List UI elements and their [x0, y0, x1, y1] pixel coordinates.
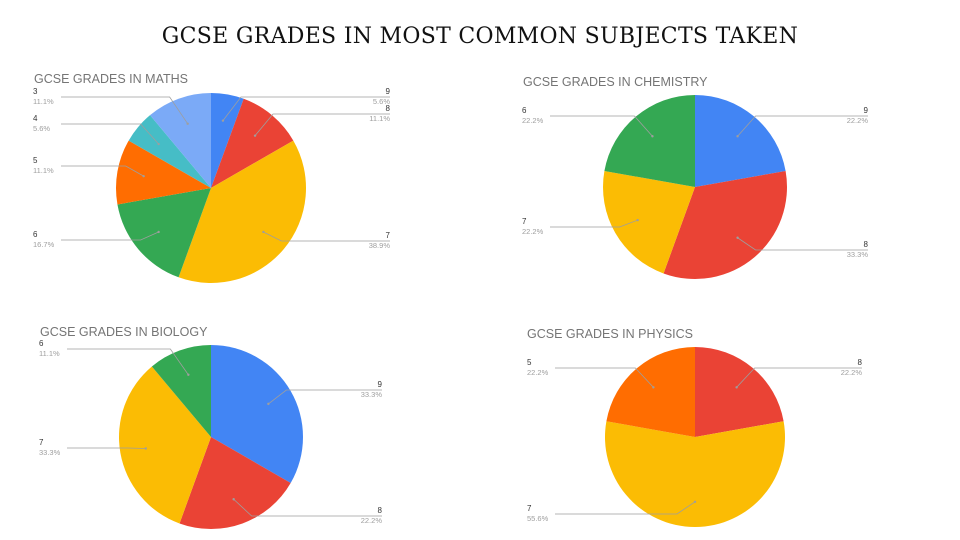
- slice-percent-biology-grade-6: 11.1%: [39, 349, 60, 358]
- leader-dot-maths-grade-8: [253, 134, 257, 137]
- leader-line-biology-grade-8: [233, 498, 382, 517]
- slice-label-chemistry-grade-7: 7: [522, 217, 527, 226]
- slice-label-biology-grade-9: 9: [378, 380, 383, 389]
- chart-title-maths: GCSE GRADES IN MATHS: [34, 72, 188, 86]
- leader-dot-biology-grade-9: [267, 402, 270, 406]
- slice-label-maths-grade-3: 3: [33, 87, 38, 96]
- leader-line-maths-grade-7: [263, 231, 390, 242]
- leader-line-biology-grade-6: [67, 348, 189, 375]
- leader-line-chemistry-grade-6: [550, 115, 653, 137]
- pie-slice-physics-grade-5: [606, 347, 695, 437]
- leader-dot-chemistry-grade-6: [651, 135, 654, 138]
- leader-line-maths-grade-8: [254, 113, 390, 136]
- pie-slice-chemistry-grade-8: [663, 171, 787, 279]
- leader-dot-biology-grade-8: [232, 498, 235, 501]
- pie-chart-maths: 95.6%811.1%738.9%616.7%511.1%45.6%311.1%: [33, 87, 391, 283]
- leader-dot-maths-grade-3: [186, 122, 189, 125]
- chart-title-chemistry: GCSE GRADES IN CHEMISTRY: [523, 75, 708, 89]
- slice-label-chemistry-grade-8: 8: [864, 240, 869, 249]
- leader-line-biology-grade-9: [268, 389, 382, 405]
- leader-line-maths-grade-6: [61, 231, 159, 241]
- pie-slice-maths-grade-6: [117, 188, 211, 278]
- slice-label-chemistry-grade-6: 6: [522, 106, 527, 115]
- pie-slice-maths-grade-8: [211, 98, 294, 188]
- pie-slice-biology-grade-9: [211, 345, 303, 483]
- pie-slice-maths-grade-9: [211, 93, 244, 188]
- slice-label-chemistry-grade-9: 9: [864, 106, 869, 115]
- pie-chart-biology: 933.3%822.2%733.3%611.1%: [39, 339, 383, 529]
- pie-slice-maths-grade-5: [115, 140, 211, 205]
- pie-slice-chemistry-grade-9: [695, 95, 786, 187]
- slice-percent-chemistry-grade-8: 33.3%: [847, 250, 869, 259]
- leader-dot-physics-grade-8: [735, 386, 738, 389]
- slice-percent-maths-grade-5: 11.1%: [33, 166, 54, 175]
- slice-percent-chemistry-grade-7: 22.2%: [522, 227, 544, 236]
- pie-slice-maths-grade-7: [178, 140, 306, 283]
- leader-line-physics-grade-7: [555, 501, 696, 515]
- pie-slice-biology-grade-6: [151, 345, 211, 437]
- pie-slice-biology-grade-8: [179, 437, 291, 529]
- leader-dot-maths-grade-9: [221, 119, 225, 122]
- chart-title-physics: GCSE GRADES IN PHYSICS: [527, 327, 694, 341]
- slice-percent-maths-grade-8: 11.1%: [369, 114, 390, 123]
- slice-label-maths-grade-8: 8: [386, 104, 391, 113]
- slice-percent-maths-grade-6: 16.7%: [33, 240, 55, 249]
- leader-dot-chemistry-grade-7: [636, 218, 639, 222]
- leader-dot-maths-grade-4: [157, 142, 160, 146]
- slice-label-maths-grade-9: 9: [386, 87, 391, 96]
- leader-line-maths-grade-3: [61, 96, 188, 124]
- slice-label-biology-grade-6: 6: [39, 339, 44, 348]
- slice-label-physics-grade-7: 7: [527, 504, 532, 513]
- leader-line-chemistry-grade-9: [737, 115, 868, 137]
- leader-line-maths-grade-4: [61, 123, 159, 145]
- chart-title-biology: GCSE GRADES IN BIOLOGY: [40, 325, 208, 339]
- pie-slice-physics-grade-7: [605, 421, 785, 527]
- leader-line-physics-grade-5: [555, 367, 654, 388]
- slice-percent-physics-grade-5: 22.2%: [527, 368, 549, 377]
- leader-dot-physics-grade-5: [652, 386, 655, 389]
- slice-percent-physics-grade-7: 55.6%: [527, 514, 549, 523]
- slice-label-maths-grade-4: 4: [33, 114, 38, 123]
- leader-dot-maths-grade-5: [142, 174, 145, 178]
- slice-percent-chemistry-grade-6: 22.2%: [522, 116, 544, 125]
- pie-chart-physics: 822.2%755.6%522.2%: [527, 347, 863, 527]
- leader-line-maths-grade-9: [222, 96, 390, 121]
- leader-dot-chemistry-grade-9: [736, 135, 739, 138]
- slice-label-physics-grade-8: 8: [858, 358, 863, 367]
- leader-line-chemistry-grade-7: [550, 219, 638, 228]
- slice-label-biology-grade-8: 8: [378, 506, 383, 515]
- slice-label-maths-grade-6: 6: [33, 230, 38, 239]
- slice-percent-biology-grade-9: 33.3%: [361, 390, 383, 399]
- leader-dot-biology-grade-7: [144, 447, 147, 450]
- leader-line-maths-grade-5: [61, 165, 144, 177]
- pie-slice-maths-grade-3: [150, 93, 211, 188]
- leader-dot-biology-grade-6: [187, 373, 190, 376]
- pie-slice-physics-grade-8: [695, 347, 784, 437]
- slice-percent-physics-grade-8: 22.2%: [841, 368, 863, 377]
- slice-percent-maths-grade-9: 5.6%: [373, 97, 390, 106]
- slice-percent-maths-grade-7: 38.9%: [369, 241, 391, 250]
- leader-dot-maths-grade-7: [262, 230, 265, 234]
- slide-title: GCSE GRADES IN MOST COMMON SUBJECTS TAKE…: [161, 24, 799, 49]
- slice-label-maths-grade-5: 5: [33, 156, 38, 165]
- slice-percent-maths-grade-3: 11.1%: [33, 97, 54, 106]
- leader-dot-maths-grade-6: [157, 230, 160, 234]
- slice-percent-biology-grade-7: 33.3%: [39, 448, 61, 457]
- pie-slice-chemistry-grade-7: [603, 171, 695, 274]
- leader-line-physics-grade-8: [736, 367, 862, 388]
- slice-percent-biology-grade-8: 22.2%: [361, 516, 383, 525]
- leader-line-biology-grade-7: [67, 447, 146, 449]
- pie-slice-chemistry-grade-6: [604, 95, 695, 187]
- slice-label-biology-grade-7: 7: [39, 438, 44, 447]
- leader-dot-chemistry-grade-8: [736, 236, 739, 239]
- leader-line-chemistry-grade-8: [737, 237, 868, 251]
- slice-label-maths-grade-7: 7: [386, 231, 391, 240]
- slice-label-physics-grade-5: 5: [527, 358, 532, 367]
- pie-slice-biology-grade-7: [119, 366, 211, 524]
- slice-percent-chemistry-grade-9: 22.2%: [847, 116, 869, 125]
- pie-chart-chemistry: 922.2%833.3%722.2%622.2%: [522, 95, 869, 279]
- leader-dot-physics-grade-7: [693, 500, 697, 503]
- slice-percent-maths-grade-4: 5.6%: [33, 124, 50, 133]
